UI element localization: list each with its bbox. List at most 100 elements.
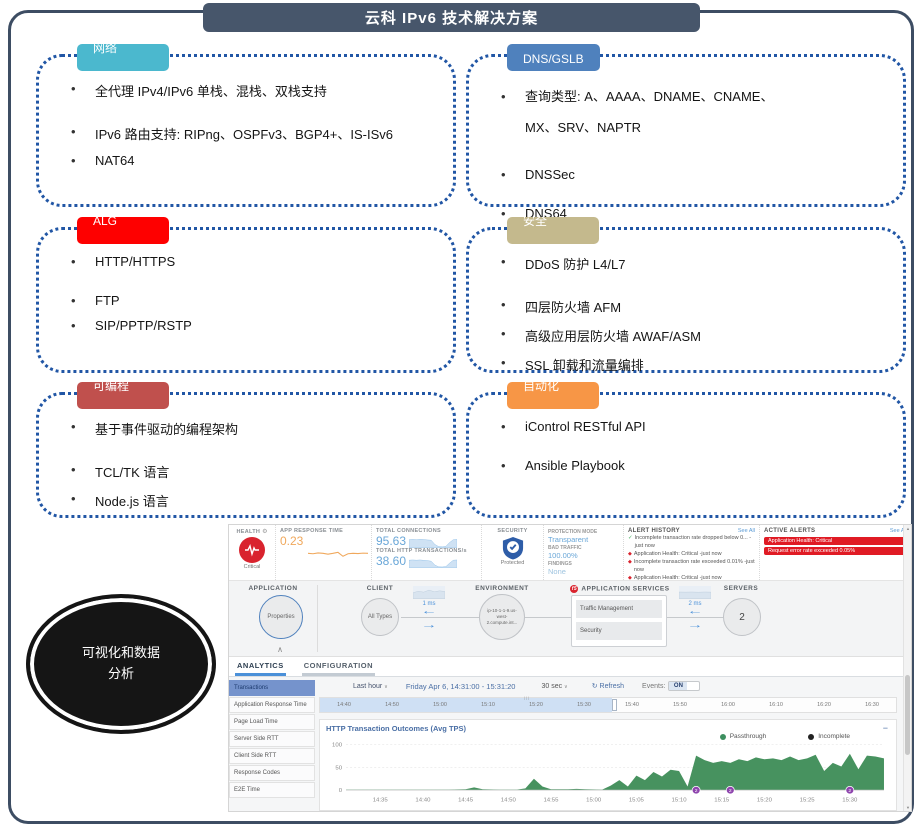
slider-grip[interactable]: |||	[524, 695, 531, 700]
feature-box-dns-gslb: DNS/GSLB 查询类型: A、AAAA、DNAME、CNAME、MX、SRV…	[466, 44, 906, 221]
servers-node[interactable]: 2	[723, 598, 761, 636]
sidebar-metric-item[interactable]: Client Side RTT	[229, 748, 315, 764]
application-column-label: APPLICATION	[248, 585, 298, 592]
alert-history-label: ALERT HISTORY	[628, 528, 680, 534]
timeline-tick: 15:40	[625, 702, 639, 708]
health-status: Critical	[243, 564, 261, 570]
timeline-tick: 15:10	[481, 702, 495, 708]
service-row[interactable]: Traffic Management	[576, 600, 662, 618]
alert-status-icon: ◆	[628, 559, 632, 565]
timeline-tick: 16:30	[865, 702, 879, 708]
svg-text:15:15: 15:15	[714, 798, 729, 804]
scroll-up-icon[interactable]: ▲	[906, 526, 910, 531]
app-response-section: APP RESPONSE TIME 0.23	[275, 525, 371, 580]
client-env-link	[401, 617, 479, 618]
sidebar-metric-item[interactable]: Transactions	[229, 680, 315, 696]
alert-status-icon: ✓	[628, 535, 633, 541]
sidebar-metric-item[interactable]: Server Side RTT	[229, 731, 315, 747]
feature-box-automation: 自动化 iControl RESTful API Ansible Playbook	[466, 382, 906, 518]
slider-handle[interactable]	[612, 699, 617, 711]
f5-logo-icon: f5	[570, 585, 579, 593]
legend-dot-icon	[719, 733, 726, 740]
tab[interactable]: ANALYTICS	[235, 657, 286, 676]
svg-text:15:10: 15:10	[672, 798, 688, 804]
alert-text: Incomplete transaction rate dropped belo…	[634, 535, 752, 549]
chart-title: HTTP Transaction Outcomes (Avg TPS)	[326, 724, 467, 733]
shield-icon	[502, 537, 523, 560]
application-properties-node[interactable]: Properties	[259, 595, 303, 639]
events-toggle-pill[interactable]: ON	[668, 681, 701, 691]
chevron-up-icon[interactable]: ∧	[277, 645, 283, 654]
collapse-icon[interactable]: −	[882, 723, 888, 733]
bullet-item: 查询类型: A、AAAA、DNAME、CNAME、MX、SRV、NAPTR	[469, 81, 799, 143]
legend-item[interactable]: Incomplete	[808, 733, 850, 740]
analytics-content: Transactions Application Response Time Pag…	[229, 677, 903, 811]
analytics-toolbar: Last hour ∨ Friday Apr 6, 14:31:00 - 15:…	[319, 677, 903, 695]
bullet-item: DNSSec	[469, 167, 903, 182]
arrow-right-icon: →	[421, 620, 437, 631]
events-toggle[interactable]: Events: ON	[642, 681, 701, 691]
timeline-tick: 15:20	[529, 702, 543, 708]
badge-alg: ALG	[77, 217, 169, 244]
legend-item[interactable]: Passthrough	[719, 733, 767, 740]
total-connections-sparkline	[409, 539, 458, 548]
scroll-down-icon[interactable]: ▼	[906, 805, 910, 810]
active-alerts-label: ACTIVE ALERTS	[764, 528, 816, 534]
dashboard-scrollbar[interactable]: ▲ ▼	[903, 525, 911, 811]
svg-text:15:25: 15:25	[800, 798, 815, 804]
refresh-button[interactable]: ↻ Refresh	[591, 683, 625, 690]
env-services-link	[525, 617, 571, 618]
protection-mode-value: Transparent	[548, 535, 589, 544]
range-dropdown[interactable]: Last hour ∨	[353, 682, 388, 690]
timeline-ticks: 14:40 14:50 15:00 15:10 15:20 15:30 15:40 15:50…	[320, 698, 896, 712]
environment-node[interactable]: ip-10-1-1-9.us-west-2.compute.int...	[479, 594, 525, 640]
bullet-item: NAT64	[39, 153, 453, 168]
badge-automation: 自动化	[507, 382, 599, 409]
arrow-right-icon: →	[687, 620, 703, 631]
sidebar-metric-item[interactable]: Response Codes	[229, 765, 315, 781]
visualization-ellipse: 可视化和数据分析	[26, 594, 216, 734]
feature-box-network: 网络 全代理 IPv4/IPv6 单栈、混栈、双栈支持 IPv6 路由支持: RI…	[36, 44, 456, 207]
badge-dns-gslb: DNS/GSLB	[507, 44, 600, 71]
alert-history-see-all[interactable]: See All	[737, 528, 755, 534]
svg-text:14:45: 14:45	[458, 798, 473, 804]
page-title: 云科 IPv6 技术解决方案	[364, 10, 539, 27]
services-servers-link	[667, 617, 723, 618]
alg-bullets: HTTP/HTTPS FTP SIP/PPTP/RSTP	[39, 230, 453, 333]
servers-column-label: SERVERS	[723, 585, 759, 592]
application-map: APPLICATION Properties ∧ CLIENT All Type…	[229, 581, 911, 657]
svg-text:100: 100	[332, 743, 343, 749]
tab[interactable]: CONFIGURATION	[301, 657, 376, 676]
badge-network: 网络	[77, 44, 169, 71]
active-alerts-see-all[interactable]: See All	[889, 528, 907, 534]
interval-dropdown[interactable]: 30 sec ∨	[541, 682, 568, 690]
security-status: Protected	[500, 560, 525, 566]
sidebar-metric-item[interactable]: Page Load Time	[229, 714, 315, 730]
sidebar-metric-item[interactable]: Application Response Time	[229, 697, 315, 713]
status-band: HEALTH ⚙ Critical APP RESPONSE TIME 0.23 …	[229, 525, 911, 589]
metrics-sidebar: Transactions Application Response Time Pag…	[229, 680, 315, 799]
service-row[interactable]: Security	[576, 622, 662, 640]
scrollbar-thumb[interactable]	[905, 675, 910, 755]
gear-icon[interactable]: ⚙	[262, 529, 268, 535]
alert-history-row: ◆ Application Health: Critical -just now	[628, 574, 755, 582]
svg-text:15:30: 15:30	[842, 798, 858, 804]
timeline-tick: 16:00	[721, 702, 735, 708]
arrow-left-icon: ←	[421, 606, 437, 617]
feature-box-programmable: 可编程 基于事件驱动的编程架构 TCL/TK 语言 Node.js 语言	[36, 382, 456, 518]
bad-traffic-label: BAD TRAFFIC	[548, 545, 582, 551]
bullet-item: SSL 卸载和流量编排	[469, 355, 903, 374]
total-connections-label: TOTAL CONNECTIONS	[376, 528, 441, 534]
selected-time-band[interactable]	[320, 698, 612, 712]
bad-traffic-value: 100.00%	[548, 551, 578, 560]
bullet-item: 四层防火墙 AFM	[469, 297, 903, 316]
client-node[interactable]: All Types	[361, 598, 399, 636]
sidebar-metric-item[interactable]: E2E Time	[229, 782, 315, 798]
svg-text:0: 0	[339, 788, 343, 794]
server-latency-sparkline	[678, 586, 712, 599]
svg-text:2: 2	[729, 788, 732, 794]
events-state: ON	[669, 682, 688, 690]
time-range-slider[interactable]: ||| 14:40 14:50 15:00 15:10 15:20 15:30 15:40 1…	[319, 695, 897, 713]
legend-label: Passthrough	[729, 733, 767, 740]
